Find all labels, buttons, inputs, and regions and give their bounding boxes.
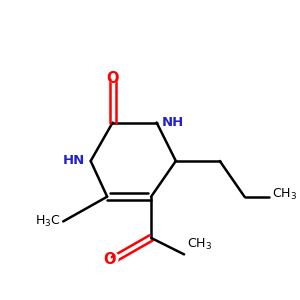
Text: O: O bbox=[106, 252, 119, 267]
Text: O: O bbox=[104, 252, 116, 267]
Text: CH$_3$: CH$_3$ bbox=[272, 186, 297, 202]
Text: CH$_3$: CH$_3$ bbox=[187, 236, 212, 252]
Text: HN: HN bbox=[63, 154, 85, 167]
Text: O: O bbox=[106, 71, 119, 86]
Text: H$_3$C: H$_3$C bbox=[35, 214, 61, 229]
Text: NH: NH bbox=[162, 116, 184, 129]
Text: O: O bbox=[106, 71, 119, 86]
